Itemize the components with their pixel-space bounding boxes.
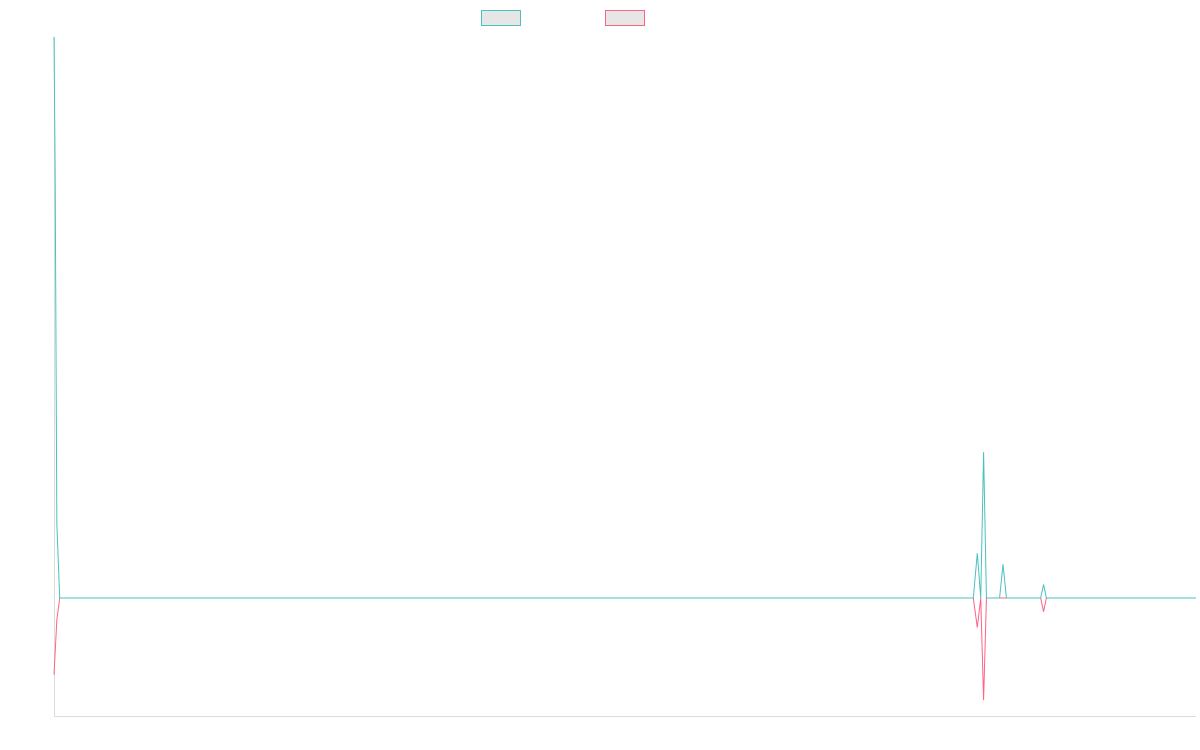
legend [481,10,645,26]
plot-area [53,36,1196,701]
series-line-1 [53,36,1196,599]
series-line-2 [53,597,1196,701]
legend-swatch-2[interactable] [605,10,645,26]
legend-swatch-1[interactable] [481,10,521,26]
axes [54,37,1196,717]
